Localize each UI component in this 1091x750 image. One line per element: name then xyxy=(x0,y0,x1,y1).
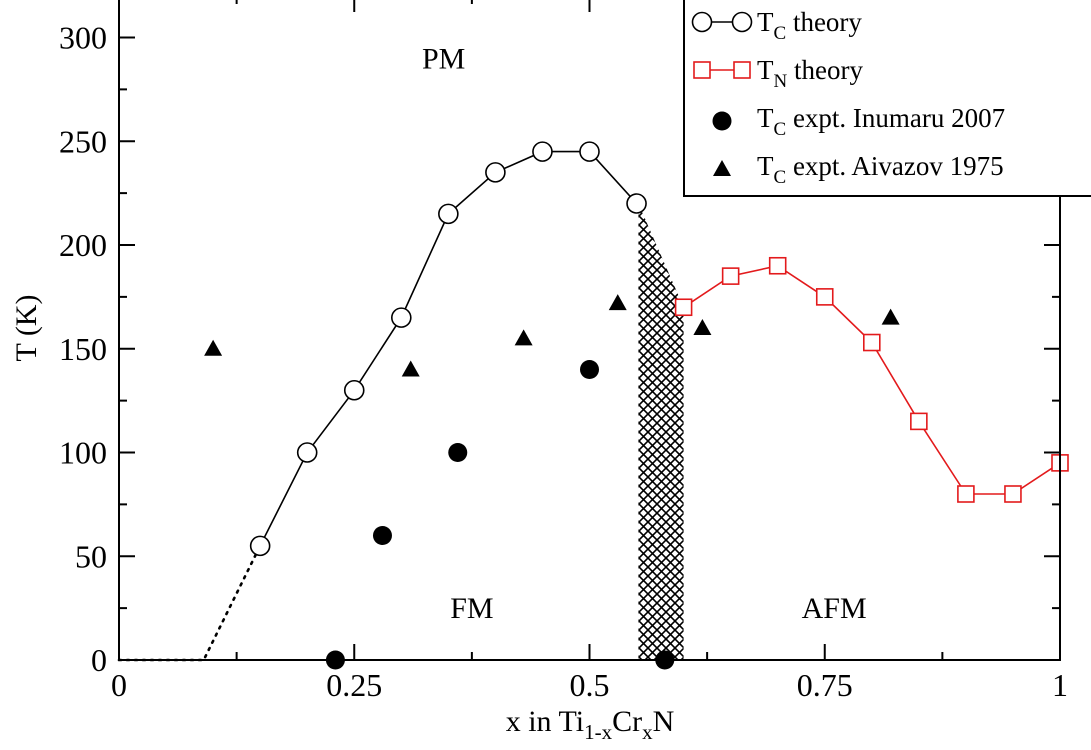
series-1-point xyxy=(815,288,834,306)
series-2 xyxy=(325,360,675,670)
series-0-point xyxy=(343,379,365,401)
y-axis: 0 50 100 150 200 250 300 xyxy=(59,20,1060,678)
tc-extrapolation-dotted-line xyxy=(117,544,262,662)
y-axis-title: T (K) xyxy=(10,295,43,362)
series-1-line xyxy=(683,264,1061,495)
legend-label-base: T xyxy=(757,55,774,85)
series-0-point xyxy=(296,442,318,463)
series-0-point xyxy=(390,307,412,328)
series-0-point xyxy=(249,535,271,557)
legend-entry-1: TN theory xyxy=(693,55,863,92)
x-tick-label: 0.5 xyxy=(570,667,610,703)
legend-entry-0: TC theory xyxy=(691,7,862,44)
series-0 xyxy=(249,141,647,557)
series-0-point xyxy=(532,141,553,162)
legend-marker-1 xyxy=(693,61,711,79)
x-axis: 0 0.25 0.5 0.75 1 xyxy=(111,0,1068,703)
legend-marker-1 xyxy=(733,61,751,79)
region-labels: PM FM AFM xyxy=(422,42,867,625)
legend-label-2: TC expt. Inumaru 2007 xyxy=(757,103,1005,140)
series-3-point xyxy=(881,308,900,325)
series-3-point xyxy=(401,360,420,377)
series-1-point xyxy=(721,267,740,285)
x-axis-title: x in Ti1-xCrxN xyxy=(506,705,675,744)
series-0-point xyxy=(579,141,600,162)
y-tick-label: 250 xyxy=(59,123,107,159)
series-1-point xyxy=(862,333,881,352)
plot-area xyxy=(117,141,1069,670)
legend-label-rest: theory xyxy=(786,7,862,37)
series-1-point xyxy=(910,412,928,431)
x-tick-label: 0 xyxy=(111,667,127,703)
series-0-point xyxy=(438,203,459,225)
series-2-point xyxy=(580,360,599,379)
x-axis-title-sub1: 1-x xyxy=(584,720,612,744)
series-3-point xyxy=(693,319,712,335)
legend-label-rest: theory xyxy=(787,55,863,85)
x-axis-title-sub2: x xyxy=(642,720,653,744)
legend-label-1: TN theory xyxy=(757,55,863,92)
legend-marker-3 xyxy=(713,160,731,176)
legend-label-sub: C xyxy=(774,119,787,140)
series-0-point xyxy=(626,193,647,214)
x-tick-label: 1 xyxy=(1052,667,1068,703)
x-tick-label: 0.75 xyxy=(797,667,853,703)
legend-label-base: T xyxy=(757,151,774,181)
series-3-point xyxy=(514,329,533,346)
hatched-coexistence-region xyxy=(638,203,684,660)
x-axis-title-mid: Cr xyxy=(612,705,642,738)
legend-entry-3: TC expt. Aivazov 1975 xyxy=(713,151,1004,188)
legend-label-sub: C xyxy=(774,23,787,44)
region-label-pm: PM xyxy=(422,42,465,75)
legend-label-3: TC expt. Aivazov 1975 xyxy=(757,151,1004,188)
region-label-afm: AFM xyxy=(802,592,867,625)
series-3-point xyxy=(608,294,627,311)
legend-label-base: T xyxy=(757,7,774,37)
series-1-point xyxy=(768,256,787,275)
x-axis-title-prefix: x in Ti xyxy=(506,705,584,738)
y-tick-label: 150 xyxy=(59,331,107,367)
y-tick-label: 300 xyxy=(59,20,107,56)
legend-label-sub: C xyxy=(774,167,787,188)
x-axis-title-suffix: N xyxy=(653,705,675,738)
series-3-point xyxy=(204,339,223,356)
legend-marker-0 xyxy=(731,11,753,33)
series-1-point xyxy=(957,485,975,503)
legend-marker-2 xyxy=(712,111,732,131)
series-3 xyxy=(204,294,900,377)
series-2-point xyxy=(372,526,392,545)
series-1-point xyxy=(1004,485,1022,503)
series-0-point xyxy=(485,162,506,183)
y-tick-label: 0 xyxy=(91,642,107,678)
region-label-fm: FM xyxy=(450,592,493,625)
legend-label-base: T xyxy=(757,103,774,133)
series-2-point xyxy=(448,443,468,462)
x-tick-label: 0.25 xyxy=(326,667,382,703)
legend-label-sub: N xyxy=(774,71,788,92)
legend-box xyxy=(683,0,1091,197)
legend-label-rest: expt. Inumaru 2007 xyxy=(786,103,1005,133)
y-tick-label: 100 xyxy=(59,435,107,471)
y-tick-label: 200 xyxy=(59,227,107,263)
series-1-point xyxy=(674,298,693,317)
legend-label-0: TC theory xyxy=(757,7,862,44)
series-1 xyxy=(674,256,1069,503)
y-tick-label: 50 xyxy=(75,538,107,574)
legend-entry-2: TC expt. Inumaru 2007 xyxy=(712,103,1005,140)
legend-marker-0 xyxy=(691,11,713,33)
legend-label-rest: expt. Aivazov 1975 xyxy=(786,151,1003,181)
